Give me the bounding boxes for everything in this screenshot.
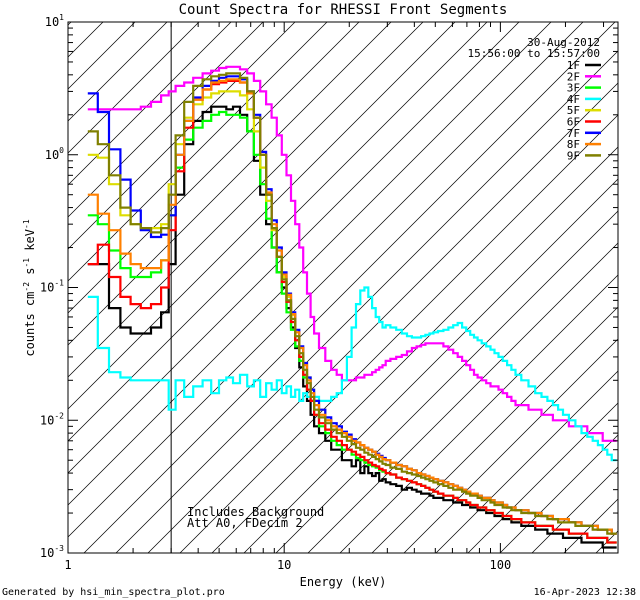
x-axis: 1 10 100 <box>64 22 605 572</box>
hatch-line <box>68 22 424 378</box>
hatch-line <box>68 22 200 154</box>
hatch-line <box>68 22 328 282</box>
hatch-line <box>68 22 488 442</box>
hatch-line <box>68 22 456 410</box>
background-note: Includes Background <box>187 505 324 519</box>
time-range-label: 15:56:00 to 15:57:00 <box>468 47 600 60</box>
hatched-region <box>0 22 640 553</box>
series-layer <box>87 65 617 549</box>
hatch-line <box>68 22 232 186</box>
legend-label-8f: 8F <box>567 138 580 151</box>
hatch-line <box>68 22 72 26</box>
hatch-line <box>371 306 618 553</box>
series-line-4f <box>87 286 617 462</box>
legend-label-3f: 3F <box>567 82 580 95</box>
x-tick-label: 1 <box>64 558 71 572</box>
attenuator-note: Att A0, FDecim 2 <box>187 516 303 530</box>
date-label: 30-Aug-2012 <box>527 36 600 49</box>
series-line-8f <box>87 78 617 535</box>
hatch-line <box>0 22 39 553</box>
x-tick-label: 10 <box>277 558 291 572</box>
hatch-line <box>68 22 296 250</box>
legend-label-4f: 4F <box>567 93 580 106</box>
series-line-9f <box>87 72 617 535</box>
date-footer: 16-Apr-2023 12:38 <box>534 587 636 598</box>
hatch-line <box>435 370 618 553</box>
hatch-line <box>115 50 618 553</box>
series-line-2f <box>87 65 617 442</box>
series-line-6f <box>87 79 617 544</box>
hatch-line <box>275 210 618 553</box>
hatch-line <box>499 434 618 553</box>
legend-label-9f: 9F <box>567 149 580 162</box>
hatch-line <box>179 114 618 553</box>
series-line-1f <box>87 105 617 549</box>
y-axis: 101 100 10-1 10-2 10-3 <box>40 13 618 560</box>
legend-label-6f: 6F <box>567 116 580 129</box>
hatch-line <box>83 22 616 553</box>
legend-label-2f: 2F <box>567 70 580 83</box>
y-tick-label: 10-2 <box>40 411 64 427</box>
legend-label-5f: 5F <box>567 104 580 117</box>
chart-title: Count Spectra for RHESSI Front Segments <box>179 2 508 18</box>
y-axis-label: counts cm-2 s-1 keV-1 <box>22 219 37 356</box>
legend-label-1f: 1F <box>567 59 580 72</box>
hatch-line <box>339 274 618 553</box>
hatch-line <box>68 22 168 122</box>
hatch-line <box>243 178 618 553</box>
y-tick-label: 101 <box>45 13 64 29</box>
y-tick-label: 10-1 <box>40 279 64 295</box>
hatch-line <box>211 146 618 553</box>
hatch-line <box>68 22 392 346</box>
x-tick-label: 100 <box>490 558 512 572</box>
hatch-line <box>467 402 618 553</box>
hatch-line <box>68 22 520 474</box>
hatch-line <box>403 338 618 553</box>
x-axis-label: Energy (keV) <box>300 575 387 589</box>
y-tick-label: 10-3 <box>40 544 64 560</box>
hatch-line <box>68 22 264 218</box>
hatch-line <box>531 466 618 553</box>
legend-label-7f: 7F <box>567 127 580 140</box>
generated-by-footer: Generated by hsi_min_spectra_plot.pro <box>2 587 225 598</box>
hatch-line <box>68 22 584 538</box>
y-tick-label: 100 <box>45 146 64 162</box>
hatch-line <box>307 242 618 553</box>
hatch-line <box>628 22 640 553</box>
